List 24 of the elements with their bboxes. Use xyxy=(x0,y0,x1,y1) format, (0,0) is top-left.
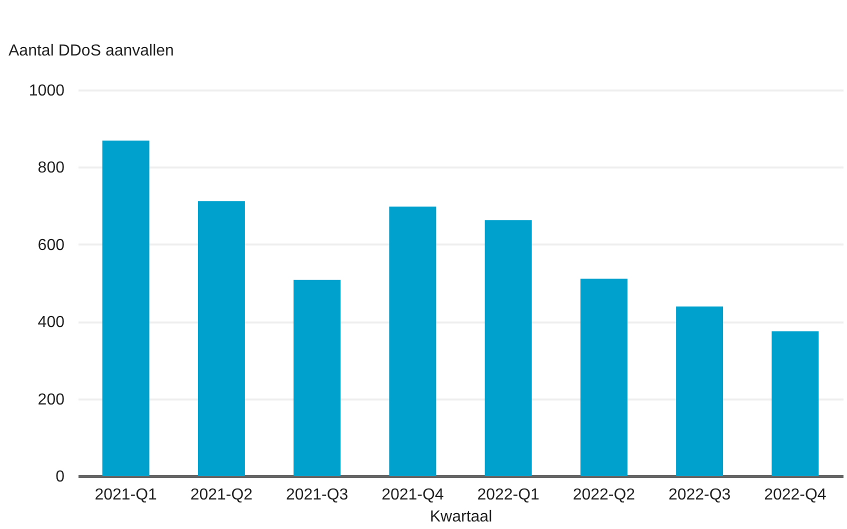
x-tick-label: 2022-Q2 xyxy=(572,486,636,504)
x-tick-label: 2022-Q3 xyxy=(668,486,731,504)
y-tick-label: 800 xyxy=(38,160,65,177)
x-tick-label: 2022-Q1 xyxy=(477,486,540,504)
x-tick-label: 2021-Q3 xyxy=(286,486,348,504)
y-tick-label: 200 xyxy=(38,391,65,408)
x-tick-label: 2021-Q2 xyxy=(190,486,253,504)
y-tick-label: 400 xyxy=(38,314,65,332)
bar xyxy=(580,278,628,476)
y-tick-label: 1000 xyxy=(28,82,65,100)
bar xyxy=(676,306,724,476)
y-axis-title: Aantal DDoS aanvallen xyxy=(8,42,174,60)
x-axis-title: Kwartaal xyxy=(430,508,492,526)
x-tick-label: 2021-Q4 xyxy=(382,486,444,504)
bar xyxy=(198,201,245,476)
bar xyxy=(772,331,819,476)
y-tick-label: 600 xyxy=(38,236,65,254)
bar xyxy=(294,280,341,476)
bar xyxy=(102,140,150,476)
bar xyxy=(389,206,436,476)
x-tick-label: 2022-Q4 xyxy=(764,486,826,504)
bar xyxy=(484,220,532,476)
y-tick-label: 0 xyxy=(56,468,65,486)
x-tick-label: 2021-Q1 xyxy=(94,486,158,504)
